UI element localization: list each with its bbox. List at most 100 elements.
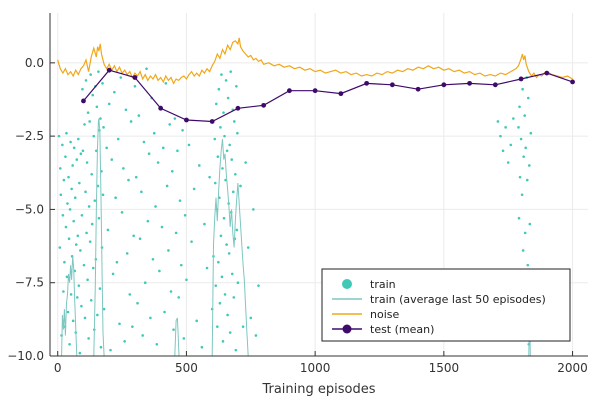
train-point — [228, 331, 232, 334]
train-point — [518, 105, 521, 109]
train-point — [214, 102, 218, 106]
test-mean-point — [312, 88, 318, 94]
train-point — [133, 84, 137, 88]
train-point — [75, 296, 79, 299]
ticks: 0 500 1000 1500 2000 0.0 −2.5 −5.0 −7.5 −10.0 — [7, 56, 588, 375]
y-tick-label: −10.0 — [7, 349, 44, 363]
train-point — [61, 143, 64, 147]
train-point — [177, 296, 181, 299]
train-point — [518, 175, 522, 179]
train-point — [231, 190, 235, 194]
train-point — [156, 161, 160, 164]
test-mean-point — [415, 86, 421, 92]
legend-label: noise — [370, 308, 399, 321]
train-point — [80, 213, 84, 217]
train-point — [149, 316, 152, 320]
train-point — [221, 167, 224, 170]
test-mean-point — [184, 117, 189, 123]
train-point — [224, 79, 228, 82]
train-point — [225, 243, 228, 246]
train-point — [97, 216, 101, 220]
train-point — [254, 334, 258, 337]
train-point — [185, 278, 188, 282]
train-point — [172, 328, 175, 331]
test-mean-point — [492, 82, 498, 88]
train-point — [226, 96, 230, 100]
train-point — [68, 342, 71, 346]
x-tick-label: 2000 — [557, 361, 588, 375]
train-point — [221, 340, 225, 343]
train-point — [512, 117, 515, 120]
train-point — [68, 208, 72, 211]
train-point — [517, 126, 520, 129]
test-mean-point — [235, 105, 241, 111]
series-test-mean-line — [83, 69, 573, 123]
train-point — [71, 319, 75, 323]
train-point — [528, 222, 532, 226]
train-point — [85, 231, 88, 235]
train-point — [213, 181, 217, 185]
train-point — [138, 237, 142, 241]
train-point — [183, 213, 187, 217]
train-point — [79, 249, 82, 252]
train-point — [97, 70, 100, 73]
train-point — [125, 252, 129, 255]
test-mean-point — [441, 82, 447, 88]
train-point — [187, 143, 191, 147]
train-point — [78, 351, 82, 355]
train-point — [123, 340, 126, 343]
train-point — [66, 202, 69, 205]
test-mean-point — [132, 75, 138, 80]
train-point — [219, 126, 222, 129]
test-mean-point — [81, 98, 86, 104]
train-point — [252, 208, 255, 211]
train-point — [106, 228, 110, 232]
train-point — [227, 252, 231, 255]
train-point — [176, 149, 179, 153]
train-point — [222, 216, 226, 220]
train-point — [228, 143, 231, 147]
train-point — [80, 304, 83, 308]
train-point — [233, 120, 236, 123]
train-point — [214, 284, 218, 287]
train-point — [249, 316, 253, 320]
legend-label: test (mean) — [370, 323, 434, 336]
train-point — [246, 246, 250, 249]
train-point — [105, 146, 108, 150]
train-point — [65, 131, 68, 135]
train-point — [70, 187, 73, 191]
train-point — [101, 82, 104, 85]
train-point — [217, 260, 220, 264]
train-point — [58, 167, 62, 170]
train-point — [65, 275, 69, 279]
train-point — [229, 70, 233, 73]
legend-label: train — [370, 278, 396, 291]
train-point — [216, 155, 220, 158]
train-point — [81, 87, 84, 91]
train-point — [205, 266, 209, 270]
x-tick-label: 1500 — [429, 361, 460, 375]
series-noise-line — [57, 37, 573, 85]
train-point — [526, 96, 530, 100]
train-point — [89, 73, 92, 76]
train-point — [64, 155, 67, 158]
test-mean-point — [261, 102, 267, 108]
train-point — [504, 126, 507, 129]
train-point — [225, 149, 229, 153]
train-point — [83, 316, 87, 320]
test-mean-point — [364, 80, 370, 86]
train-point — [173, 117, 177, 120]
series-layer — [57, 37, 575, 356]
train-point — [244, 161, 247, 164]
train-point — [219, 234, 223, 238]
train-point — [72, 146, 76, 150]
train-point — [182, 337, 186, 340]
train-point — [165, 184, 169, 188]
train-point — [129, 120, 133, 123]
test-mean-point — [209, 119, 215, 124]
train-point — [77, 137, 80, 141]
train-point — [96, 313, 99, 317]
train-point — [85, 161, 89, 164]
test-mean-point — [338, 91, 344, 97]
train-point — [88, 120, 91, 123]
